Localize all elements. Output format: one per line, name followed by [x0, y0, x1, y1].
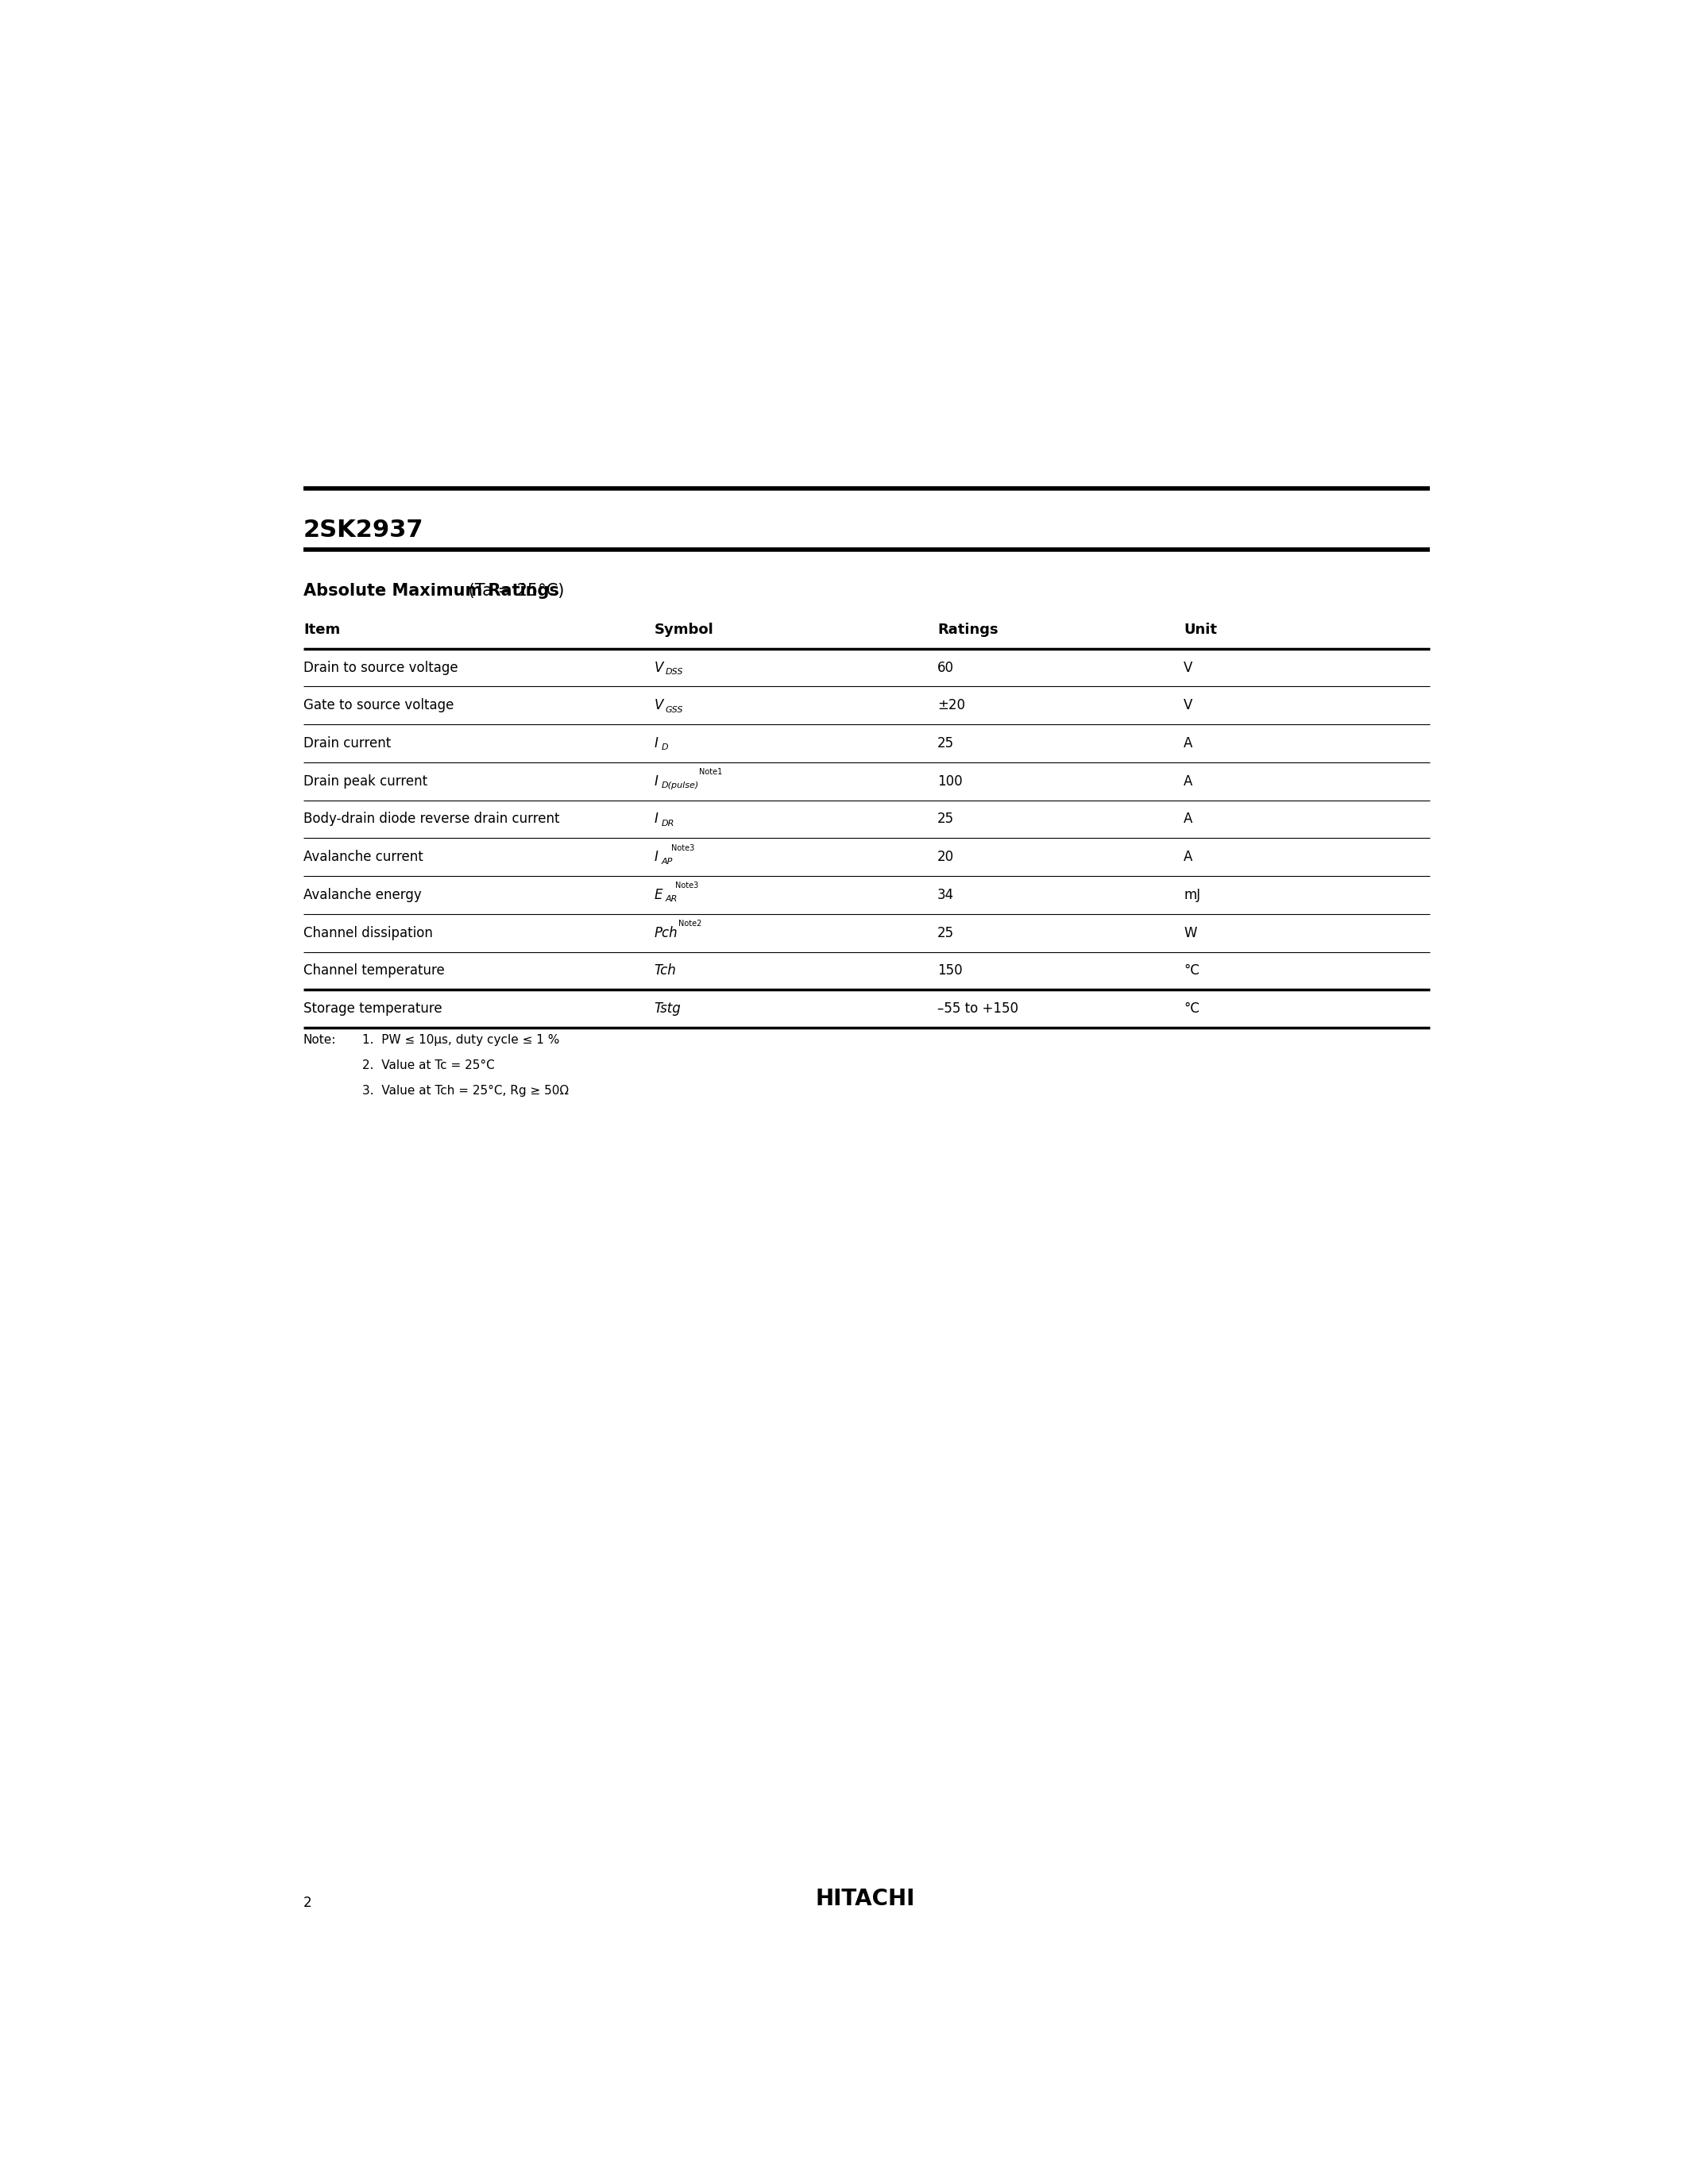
- Text: Drain current: Drain current: [304, 736, 392, 751]
- Text: A: A: [1183, 850, 1193, 865]
- Text: 25: 25: [937, 812, 954, 826]
- Text: I: I: [655, 850, 658, 865]
- Text: °C: °C: [1183, 963, 1200, 978]
- Text: –55 to +150: –55 to +150: [937, 1002, 1018, 1016]
- Text: Symbol: Symbol: [655, 622, 714, 638]
- Text: Note3: Note3: [675, 882, 699, 889]
- Text: Note3: Note3: [672, 843, 695, 852]
- Text: E: E: [655, 889, 663, 902]
- Text: DR: DR: [662, 819, 675, 828]
- Text: Ratings: Ratings: [937, 622, 998, 638]
- Text: GSS: GSS: [665, 705, 684, 714]
- Text: 1.  PW ≤ 10μs, duty cycle ≤ 1 %: 1. PW ≤ 10μs, duty cycle ≤ 1 %: [361, 1033, 559, 1046]
- Text: V: V: [1183, 699, 1193, 712]
- Text: Channel dissipation: Channel dissipation: [304, 926, 432, 939]
- Text: (Ta = 25°C): (Ta = 25°C): [463, 583, 564, 598]
- Text: Note:: Note:: [304, 1033, 336, 1046]
- Text: I: I: [655, 812, 658, 826]
- Text: A: A: [1183, 773, 1193, 788]
- Text: V: V: [655, 699, 663, 712]
- Text: W: W: [1183, 926, 1197, 939]
- Text: Drain peak current: Drain peak current: [304, 773, 427, 788]
- Text: Absolute Maximum Ratings: Absolute Maximum Ratings: [304, 583, 559, 598]
- Text: AR: AR: [665, 895, 677, 904]
- Text: A: A: [1183, 812, 1193, 826]
- Text: DSS: DSS: [665, 668, 684, 675]
- Text: 34: 34: [937, 889, 954, 902]
- Text: 3.  Value at Tch = 25°C, Rg ≥ 50Ω: 3. Value at Tch = 25°C, Rg ≥ 50Ω: [361, 1085, 569, 1096]
- Text: 2: 2: [304, 1896, 312, 1911]
- Text: 25: 25: [937, 736, 954, 751]
- Text: AP: AP: [662, 858, 674, 865]
- Text: Tstg: Tstg: [655, 1002, 680, 1016]
- Text: 2SK2937: 2SK2937: [304, 520, 424, 542]
- Text: Channel temperature: Channel temperature: [304, 963, 444, 978]
- Text: Body-drain diode reverse drain current: Body-drain diode reverse drain current: [304, 812, 559, 826]
- Text: 25: 25: [937, 926, 954, 939]
- Text: 100: 100: [937, 773, 962, 788]
- Text: HITACHI: HITACHI: [815, 1887, 915, 1911]
- Text: Gate to source voltage: Gate to source voltage: [304, 699, 454, 712]
- Text: ±20: ±20: [937, 699, 966, 712]
- Text: °C: °C: [1183, 1002, 1200, 1016]
- Text: Item: Item: [304, 622, 339, 638]
- Text: Drain to source voltage: Drain to source voltage: [304, 660, 457, 675]
- Text: Note1: Note1: [699, 769, 722, 775]
- Text: Avalanche current: Avalanche current: [304, 850, 424, 865]
- Text: Note2: Note2: [679, 919, 702, 928]
- Text: D(pulse): D(pulse): [662, 782, 699, 788]
- Text: I: I: [655, 736, 658, 751]
- Text: I: I: [655, 773, 658, 788]
- Text: mJ: mJ: [1183, 889, 1200, 902]
- Text: Pch: Pch: [655, 926, 679, 939]
- Text: 20: 20: [937, 850, 954, 865]
- Text: 150: 150: [937, 963, 962, 978]
- Text: Unit: Unit: [1183, 622, 1217, 638]
- Text: Storage temperature: Storage temperature: [304, 1002, 442, 1016]
- Text: Avalanche energy: Avalanche energy: [304, 889, 422, 902]
- Text: V: V: [1183, 660, 1193, 675]
- Text: D: D: [662, 745, 668, 751]
- Text: 60: 60: [937, 660, 954, 675]
- Text: 2.  Value at Tc = 25°C: 2. Value at Tc = 25°C: [361, 1059, 495, 1072]
- Text: A: A: [1183, 736, 1193, 751]
- Text: Tch: Tch: [655, 963, 677, 978]
- Text: V: V: [655, 660, 663, 675]
